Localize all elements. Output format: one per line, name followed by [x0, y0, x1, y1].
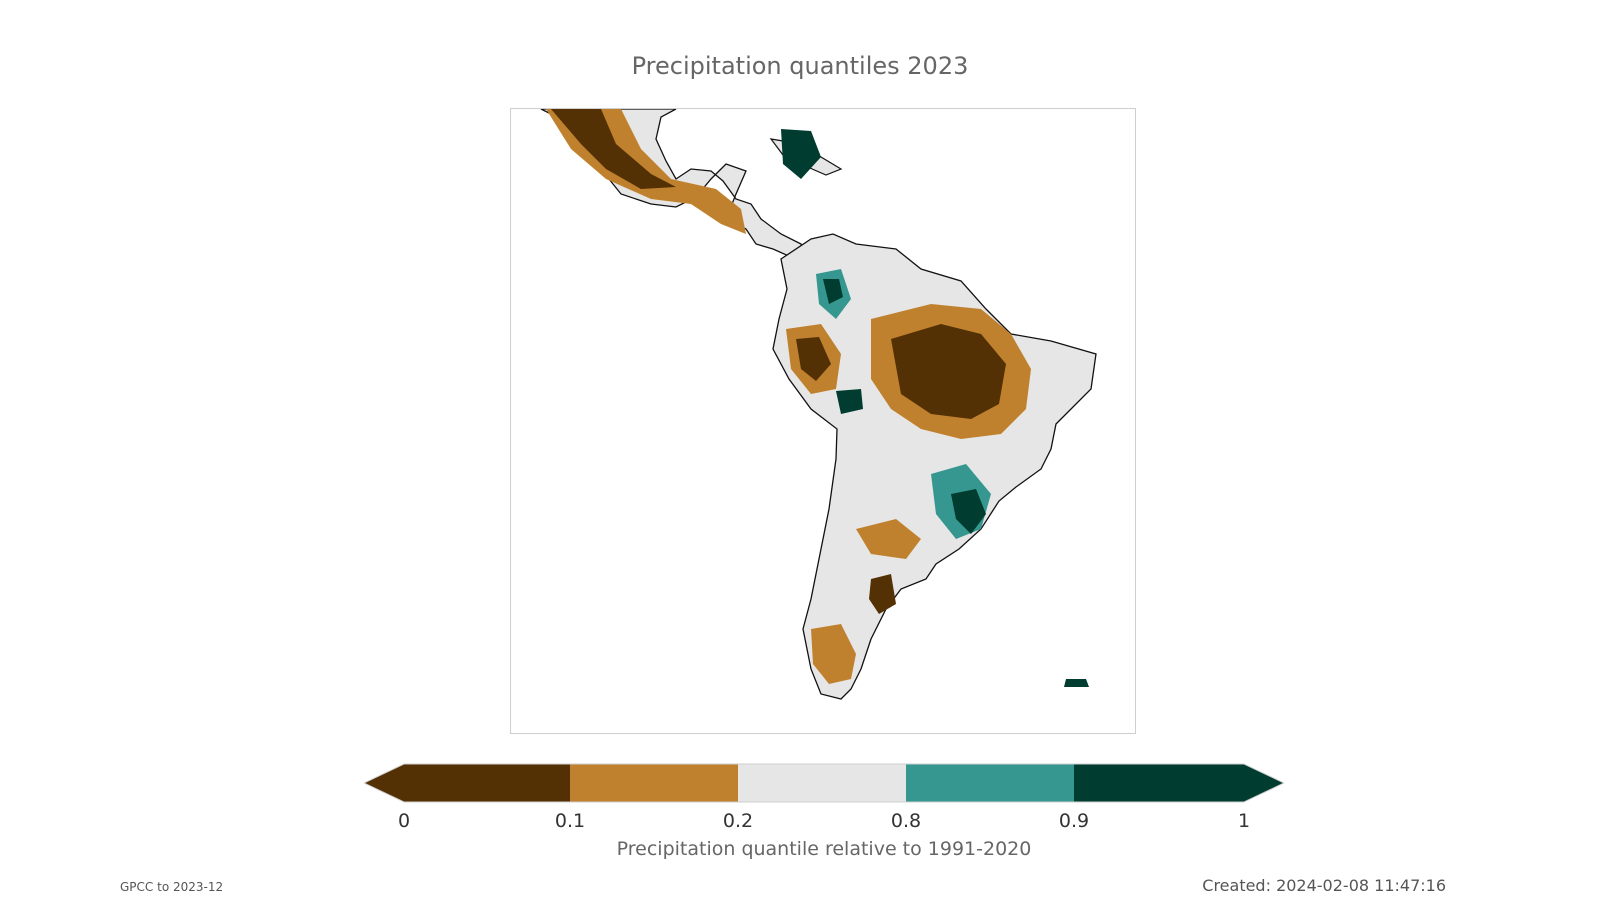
colorbar-bin-0-0.1 — [364, 764, 570, 802]
very-dry-region-amazon — [891, 324, 1006, 419]
colorbar-bin-0.1-0.2 — [570, 764, 738, 802]
dry-region-argentina — [856, 519, 921, 559]
very-wet-region-caribbean — [781, 129, 821, 179]
very-wet-region-brazil-south — [951, 489, 986, 534]
colorbar-tick-0.2: 0.2 — [722, 810, 754, 832]
map-title: Precipitation quantiles 2023 — [631, 52, 969, 80]
colorbar-bin-0.2-0.8 — [738, 764, 906, 802]
very-dry-region-argentina — [869, 574, 896, 614]
colorbar-tick-0.9: 0.9 — [1058, 810, 1090, 832]
precipitation-map — [540, 109, 1097, 700]
colorbar-bin-0.9-1 — [1074, 764, 1284, 802]
created-timestamp: Created: 2024-02-08 11:47:16 — [1202, 876, 1446, 895]
colorbar-tick-0: 0 — [397, 810, 411, 832]
data-source-note: GPCC to 2023-12 — [120, 880, 224, 894]
very-dry-region-peru — [796, 337, 831, 381]
very-dry-region-mexico — [551, 109, 676, 189]
colorbar-bin-0.8-0.9 — [906, 764, 1074, 802]
colorbar-tick-0.1: 0.1 — [554, 810, 586, 832]
colorbar-tick-0.8: 0.8 — [890, 810, 922, 832]
very-wet-region-colombia — [823, 279, 843, 304]
colorbar-tick-1: 1 — [1237, 810, 1251, 832]
dry-region-patagonia — [811, 624, 856, 684]
colorbar-label: Precipitation quantile relative to 1991-… — [616, 838, 1032, 860]
map-panel — [510, 108, 1136, 734]
colorbar-outline — [364, 763, 1284, 803]
very-wet-region-peru — [836, 389, 863, 414]
very-wet-region-atlantic — [1064, 679, 1089, 687]
colorbar — [364, 763, 1284, 803]
